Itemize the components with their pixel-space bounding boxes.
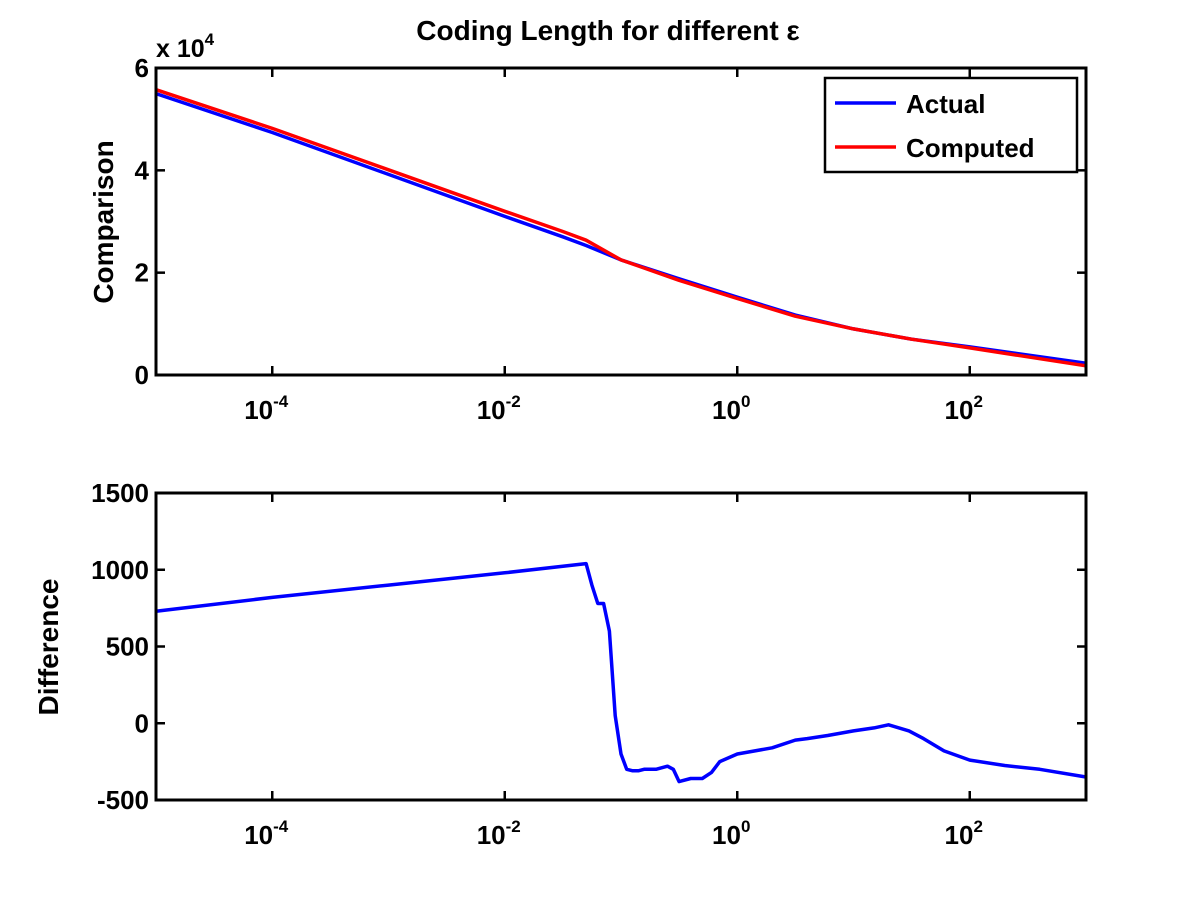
bottom-y-axis-label: Difference (33, 579, 64, 716)
top-x-tick-label: 102 (945, 392, 983, 425)
bottom-x-tick-label: 102 (945, 817, 983, 850)
top-plot-border (154, 66, 1088, 377)
bottom-y-tick-label: 500 (106, 632, 149, 662)
bottom-plot-border (154, 491, 1088, 802)
top-axis-ticks: 10-4 10-2 100 102 0 2 4 6 (135, 53, 1086, 425)
bottom-series-lines (155, 561, 1087, 784)
bottom-axis-ticks: 10-4 10-2 100 102 -500 0 500 1000 1500 (91, 478, 1086, 850)
legend: Actual Computed (823, 76, 1079, 174)
top-series-line-computed (155, 88, 1087, 368)
top-y-tick-label: 0 (135, 360, 149, 390)
top-x-tick-label: 10-4 (244, 392, 289, 425)
top-y-axis-label: Comparison (88, 140, 119, 303)
bottom-x-tick-label: 100 (712, 817, 750, 850)
top-series-lines (155, 88, 1087, 368)
bottom-y-tick-label: 0 (135, 708, 149, 738)
y-multiplier-base: x 10 (156, 35, 205, 63)
bottom-y-tick-label: 1000 (91, 555, 149, 585)
top-y-tick-label: 4 (135, 155, 150, 185)
top-y-tick-label: 2 (135, 258, 149, 288)
top-x-tick-label: 10-2 (477, 392, 521, 425)
bottom-y-tick-label: -500 (97, 785, 149, 815)
top-x-tick-label: 100 (712, 392, 750, 425)
legend-box (823, 76, 1079, 174)
bottom-y-tick-label: 1500 (91, 478, 149, 508)
legend-label-computed: Computed (906, 133, 1035, 163)
bottom-series-line-difference (155, 561, 1087, 784)
y-multiplier-label: x 104 (156, 30, 215, 63)
y-multiplier-exponent: 4 (205, 30, 215, 49)
bottom-x-tick-label: 10-2 (477, 817, 521, 850)
top-y-tick-label: 6 (135, 53, 149, 83)
legend-label-actual: Actual (906, 89, 985, 119)
chart-title: Coding Length for different ε (416, 15, 799, 46)
bottom-x-tick-label: 10-4 (244, 817, 289, 850)
